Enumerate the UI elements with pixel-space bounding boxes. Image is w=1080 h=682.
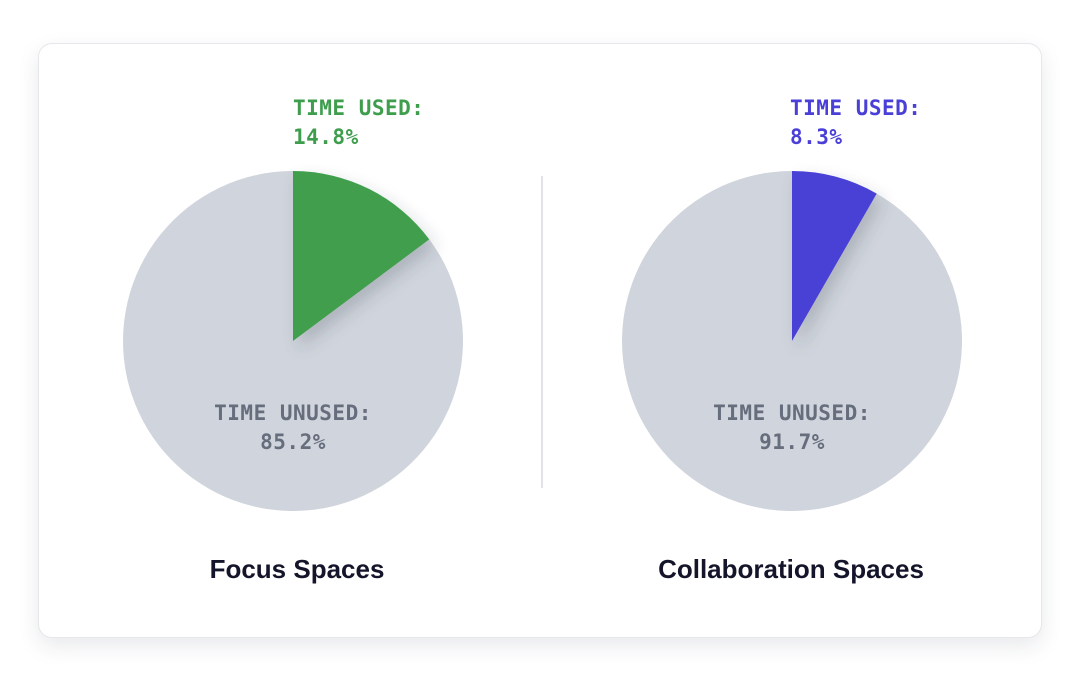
collaboration-spaces-panel: TIME USED: 8.3% TIME UNUSED: 91.7% Colla… [541, 44, 1041, 639]
focus-pie-chart [122, 171, 463, 511]
focus-used-label-text: TIME USED: [293, 96, 425, 120]
collab-used-value: 8.3% [790, 125, 843, 149]
focus-used-label: TIME USED: 14.8% [293, 94, 424, 152]
collaboration-spaces-title: Collaboration Spaces [658, 554, 924, 584]
panel-divider [541, 176, 543, 488]
collab-unused-label: TIME UNUSED: 91.7% [622, 399, 962, 457]
collab-used-slice [792, 171, 877, 341]
chart-card: TIME USED: 14.8% TIME UNUSED: 85.2% Focu… [38, 43, 1042, 638]
focus-unused-value: 85.2% [260, 430, 326, 454]
collab-used-label-text: TIME USED: [790, 96, 922, 120]
collab-pie-chart [622, 171, 962, 511]
focus-used-value: 14.8% [293, 125, 359, 149]
focus-used-slice [293, 171, 430, 341]
collab-unused-value: 91.7% [759, 430, 825, 454]
focus-unused-label-text: TIME UNUSED: [214, 401, 372, 425]
focus-unused-slice [122, 171, 463, 511]
focus-unused-label: TIME UNUSED: 85.2% [123, 399, 463, 457]
focus-spaces-title: Focus Spaces [209, 554, 385, 584]
collab-used-label: TIME USED: 8.3% [790, 94, 921, 152]
focus-spaces-panel: TIME USED: 14.8% TIME UNUSED: 85.2% Focu… [39, 44, 539, 639]
collab-unused-label-text: TIME UNUSED: [713, 401, 871, 425]
